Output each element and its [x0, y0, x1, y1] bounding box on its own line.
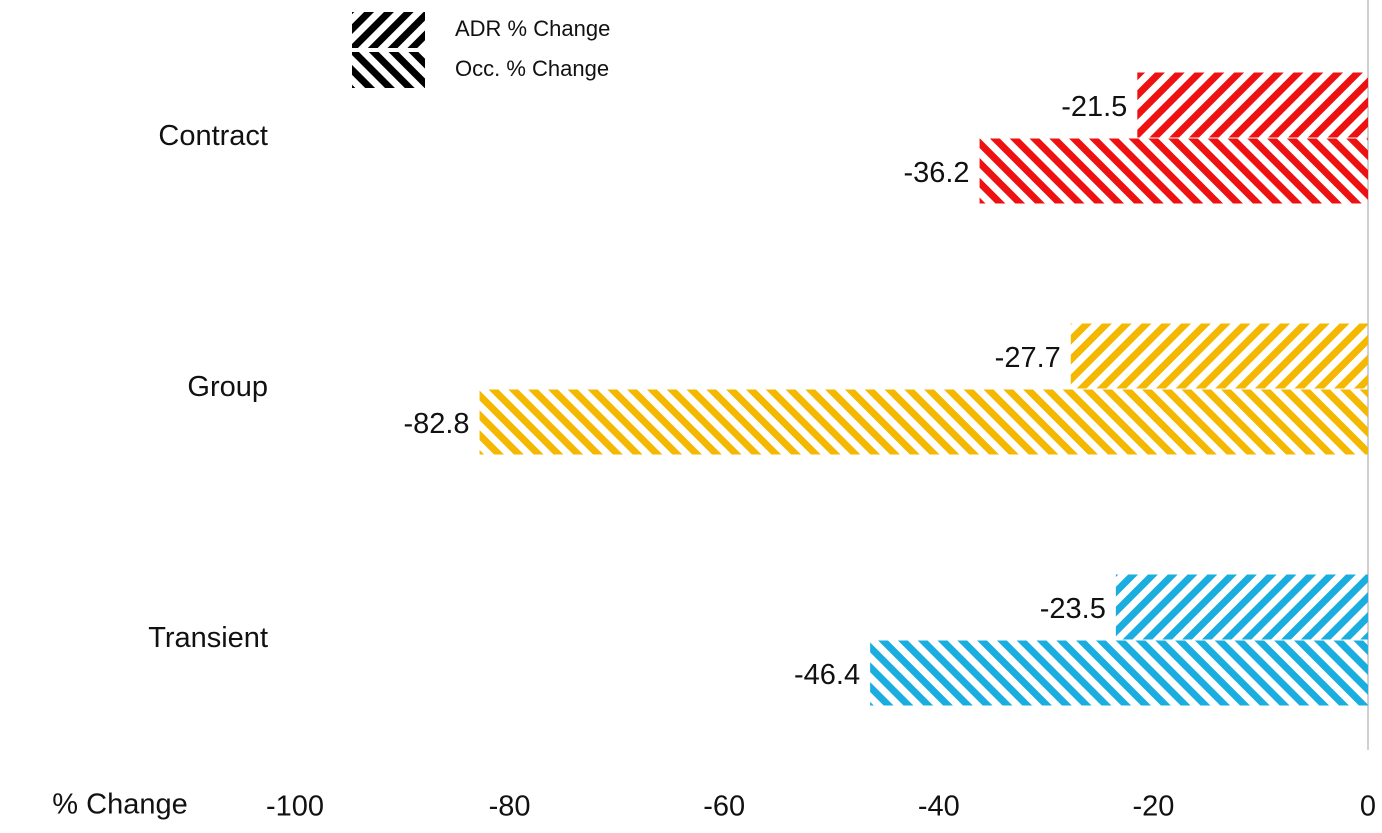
x-axis-label: % Change	[52, 789, 187, 821]
bar	[1137, 72, 1368, 138]
x-tick-label: -20	[1132, 791, 1174, 823]
x-tick-label: -80	[489, 791, 531, 823]
value-label: -36.2	[903, 157, 969, 189]
value-label: -23.5	[1040, 593, 1106, 625]
x-tick-label: -60	[703, 791, 745, 823]
legend-swatch	[352, 52, 425, 88]
value-label: -82.8	[403, 408, 469, 440]
value-label: -27.7	[995, 342, 1061, 374]
bar	[870, 640, 1368, 706]
bar	[1115, 574, 1368, 640]
y-tick-label: Group	[187, 371, 268, 403]
value-label: -46.4	[794, 659, 860, 691]
x-tick-label: 0	[1360, 791, 1376, 823]
bar	[1070, 323, 1368, 389]
bar	[479, 389, 1368, 455]
y-tick-label: Transient	[148, 622, 268, 654]
x-tick-label: -100	[266, 791, 324, 823]
legend-label: ADR % Change	[455, 16, 610, 41]
x-tick-label: -40	[918, 791, 960, 823]
y-tick-label: Contract	[158, 120, 268, 152]
legend-label: Occ. % Change	[455, 56, 609, 81]
bar	[979, 138, 1368, 204]
value-label: -21.5	[1061, 91, 1127, 123]
legend-swatch	[352, 12, 425, 48]
